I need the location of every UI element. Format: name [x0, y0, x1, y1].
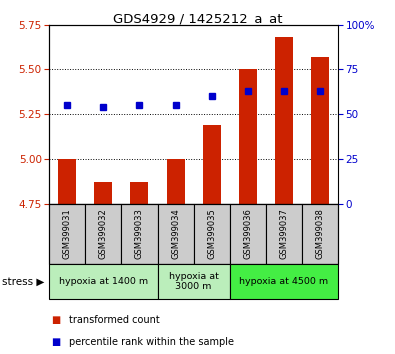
Text: GSM399034: GSM399034: [171, 208, 180, 258]
Bar: [49, 204, 85, 264]
Text: percentile rank within the sample: percentile rank within the sample: [69, 337, 234, 347]
Bar: [122, 204, 158, 264]
Bar: [302, 204, 338, 264]
Bar: [194, 204, 229, 264]
Bar: [311, 57, 329, 204]
Text: GDS4929 / 1425212_a_at: GDS4929 / 1425212_a_at: [113, 12, 282, 25]
Text: GSM399035: GSM399035: [207, 208, 216, 258]
Bar: [229, 204, 265, 264]
Text: GSM399031: GSM399031: [63, 208, 72, 258]
Bar: [158, 204, 194, 264]
Text: ■: ■: [51, 315, 60, 325]
Text: GSM399037: GSM399037: [279, 208, 288, 259]
Bar: [130, 182, 149, 204]
Text: hypoxia at 4500 m: hypoxia at 4500 m: [239, 277, 328, 286]
Bar: [94, 182, 113, 204]
Bar: [158, 264, 229, 299]
Text: GSM399033: GSM399033: [135, 208, 144, 259]
Bar: [239, 69, 257, 204]
Bar: [85, 204, 121, 264]
Text: hypoxia at
3000 m: hypoxia at 3000 m: [169, 272, 218, 291]
Bar: [229, 264, 338, 299]
Bar: [49, 264, 158, 299]
Bar: [265, 204, 302, 264]
Bar: [167, 159, 184, 204]
Text: GSM399032: GSM399032: [99, 208, 108, 258]
Text: transformed count: transformed count: [69, 315, 160, 325]
Text: GSM399036: GSM399036: [243, 208, 252, 259]
Bar: [58, 159, 76, 204]
Bar: [275, 37, 293, 204]
Text: ■: ■: [51, 337, 60, 347]
Text: hypoxia at 1400 m: hypoxia at 1400 m: [59, 277, 148, 286]
Text: GSM399038: GSM399038: [315, 208, 324, 259]
Text: stress ▶: stress ▶: [2, 276, 44, 286]
Bar: [203, 125, 220, 204]
